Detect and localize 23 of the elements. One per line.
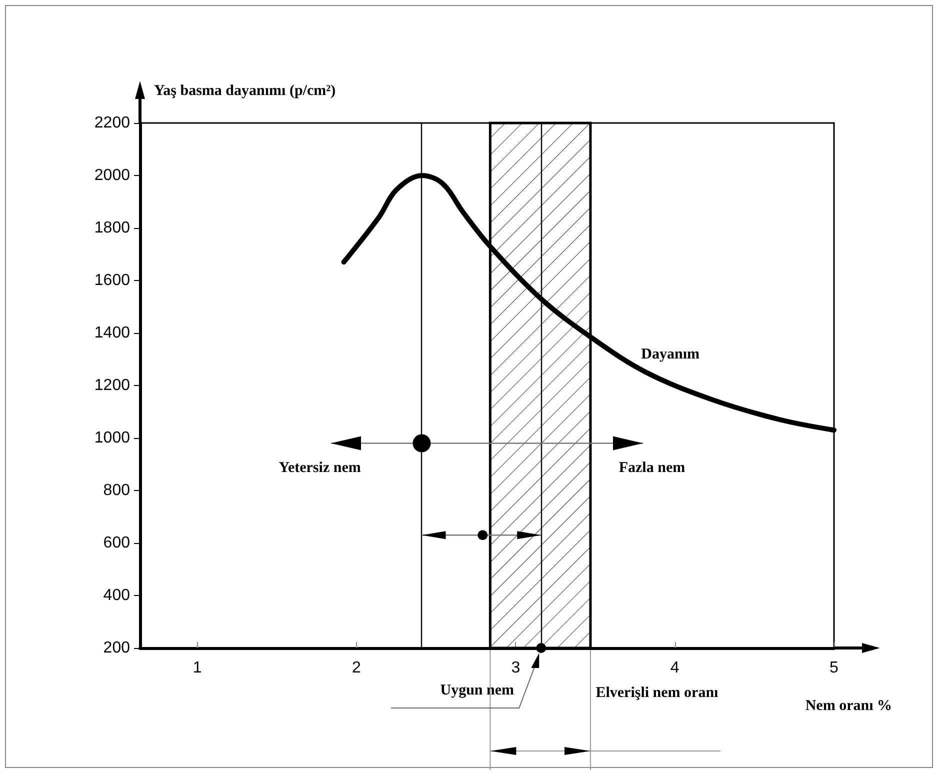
x-tick-label: 1 <box>192 660 202 676</box>
x-tick-label: 4 <box>670 660 680 676</box>
annotation: Yetersiz nem <box>278 460 362 476</box>
y-tick-label: 200 <box>103 640 130 656</box>
y-tick-label: 1400 <box>94 324 130 342</box>
y-tick-label: 400 <box>103 587 130 604</box>
x-tick-label: 2 <box>352 660 362 676</box>
annotation: Fazla nem <box>618 460 686 476</box>
y-tick-label: 800 <box>103 482 130 499</box>
y-tick-label: 600 <box>103 534 130 552</box>
band-label: Elverişli nem oranı <box>596 684 718 701</box>
y-tick-label: 2000 <box>94 167 130 184</box>
x-tick-label: 5 <box>830 660 839 676</box>
y-tick-label: 1600 <box>94 272 130 289</box>
series-label: Dayanım <box>641 346 700 362</box>
y-tick-label: 1000 <box>94 430 130 446</box>
x-tick-label: 3 <box>511 660 520 676</box>
y-axis-title: Yaş basma dayanımı (p/cm²) <box>154 83 336 99</box>
y-tick-label: 1200 <box>94 377 130 394</box>
y-tick-label: 1800 <box>94 220 130 236</box>
x-axis-title: Nem oranı % <box>805 698 892 714</box>
ref-line-label: Uygun nem <box>440 682 515 698</box>
y-tick-label: 2200 <box>94 114 130 132</box>
